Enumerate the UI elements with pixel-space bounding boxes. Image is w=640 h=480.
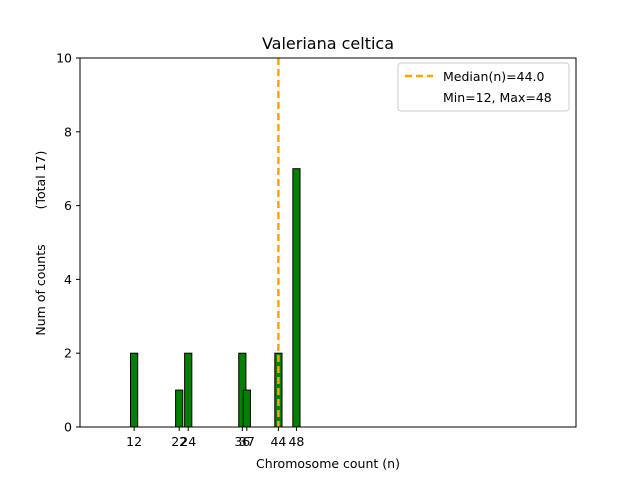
y-tick-label-4: 4 [64,272,72,287]
chart-title: Valeriana celtica [262,34,394,53]
bar-48 [292,168,301,428]
legend-median-label: Median(n)=44.0 [443,69,544,84]
y-axis-total-label: (Total 17) [33,151,48,210]
legend-box [397,62,570,112]
legend-minmax-label: Min=12, Max=48 [443,90,552,105]
y-ticks-group: 0 2 4 6 8 10 [56,51,80,435]
bar-24 [184,352,193,428]
x-tick-label-12: 12 [126,434,142,449]
x-tick-label-44: 44 [270,434,286,449]
bar-37 [242,389,251,428]
x-tick-label-22: 22 [171,434,187,449]
x-tick-label-37: 37 [239,434,255,449]
bar-22 [175,389,184,428]
y-tick-label-2: 2 [64,346,72,361]
y-axis-label: Num of counts [33,244,48,335]
x-tick-label-24: 24 [180,434,196,449]
x-tick-label-36: 36 [234,434,250,449]
y-tick-label-8: 8 [64,124,72,139]
y-tick-label-10: 10 [56,51,72,66]
legend: Median(n)=44.0 Min=12, Max=48 [397,62,570,112]
y-tick-label-6: 6 [64,198,72,213]
x-tick-label-48: 48 [288,434,304,449]
x-axis-label: Chromosome count (n) [256,456,400,471]
plot-frame [79,57,577,428]
y-tick-label-0: 0 [64,420,72,435]
bar-12 [130,352,139,428]
